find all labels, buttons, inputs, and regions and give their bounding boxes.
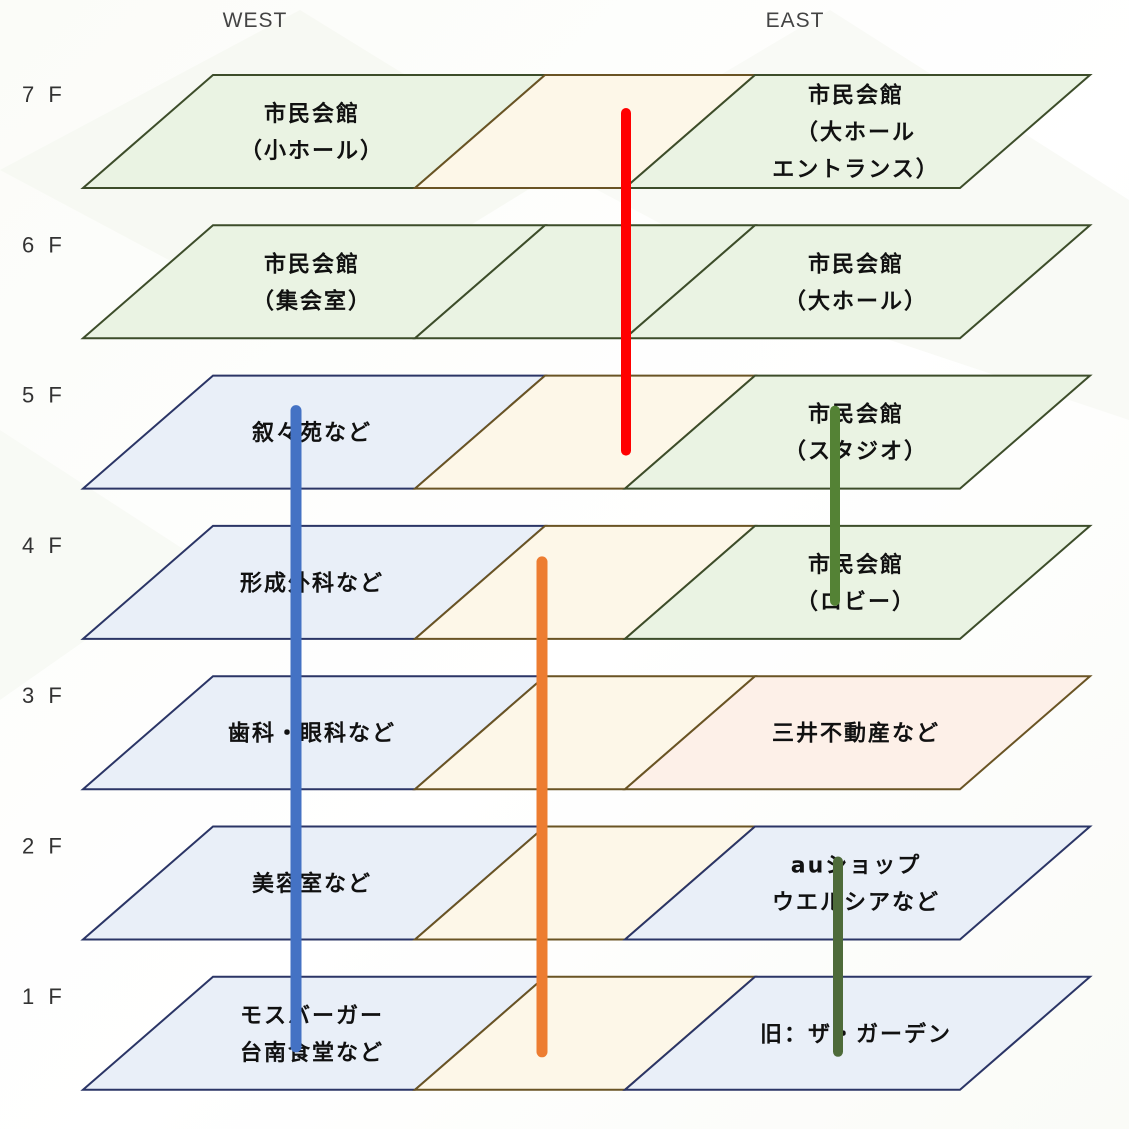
tenant-text: 旧：ザ・ガーデン <box>760 1021 952 1047</box>
tenant-text: 市民会館 <box>264 101 360 127</box>
tenant-text: 叙々苑など <box>252 420 372 446</box>
tenant-text: （大ホール） <box>784 289 928 314</box>
tenant-text: （スタジオ） <box>784 440 928 465</box>
tenant-text: （小ホール） <box>240 139 384 164</box>
floor-label: 6 F <box>22 232 66 257</box>
tenant-text: 市民会館 <box>808 552 904 578</box>
west-label: WEST <box>223 9 288 32</box>
tenant-text: 歯科・眼科など <box>228 721 396 747</box>
floor-label: 5 F <box>22 383 66 408</box>
tenant-text: 美容室など <box>252 871 372 897</box>
tenant-text: ウエルシアなど <box>772 891 940 916</box>
tenant-text: 市民会館 <box>808 402 904 428</box>
east-tenant-area <box>622 374 1093 490</box>
east-tenant-area <box>622 975 1093 1091</box>
floor-label: 2 F <box>22 834 66 859</box>
floor-label: 1 F <box>22 984 66 1009</box>
connector-lines <box>290 108 843 1058</box>
floor-4f: 4 F 形成外科など 市民会館 （ロビー） <box>22 524 1093 640</box>
tenant-text: auショップ <box>791 854 922 879</box>
east-tenant-area <box>622 74 1093 189</box>
floor-5f: 5 F 叙々苑など 市民会館 （スタジオ） <box>22 374 1093 490</box>
tenant-text: 三井不動産など <box>772 721 940 747</box>
tenant-text: 市民会館 <box>808 83 904 109</box>
tenant-text: （大ホール <box>796 121 916 146</box>
tenant-text: 形成外科など <box>240 570 384 596</box>
floor-6f: 6 F 市民会館 （集会室） 市民会館 （大ホール） <box>22 224 1093 340</box>
tenant-text: 台南食堂など <box>240 1040 384 1066</box>
floor-label: 3 F <box>22 683 66 708</box>
floor-label: 4 F <box>22 533 66 558</box>
east-tenant-area <box>622 825 1093 941</box>
tenant-text: （集会室） <box>252 288 372 314</box>
east-label: EAST <box>766 9 825 32</box>
bg-panel <box>560 10 1129 420</box>
floor-label: 7 F <box>22 82 66 107</box>
bg-panel <box>0 430 200 700</box>
east-tenant-area <box>622 224 1093 340</box>
east-tenant-area <box>622 524 1093 640</box>
tenant-text: 市民会館 <box>264 251 360 277</box>
tenant-text: モスバーガー <box>240 1004 384 1029</box>
tenant-text: エントランス） <box>772 158 940 183</box>
tenant-text: （ロビー） <box>796 590 916 615</box>
floor-3f: 3 F 歯科・眼科など 三井不動産など <box>22 675 1093 791</box>
tenant-text: 市民会館 <box>808 251 904 277</box>
east-tenant-area <box>622 675 1093 791</box>
